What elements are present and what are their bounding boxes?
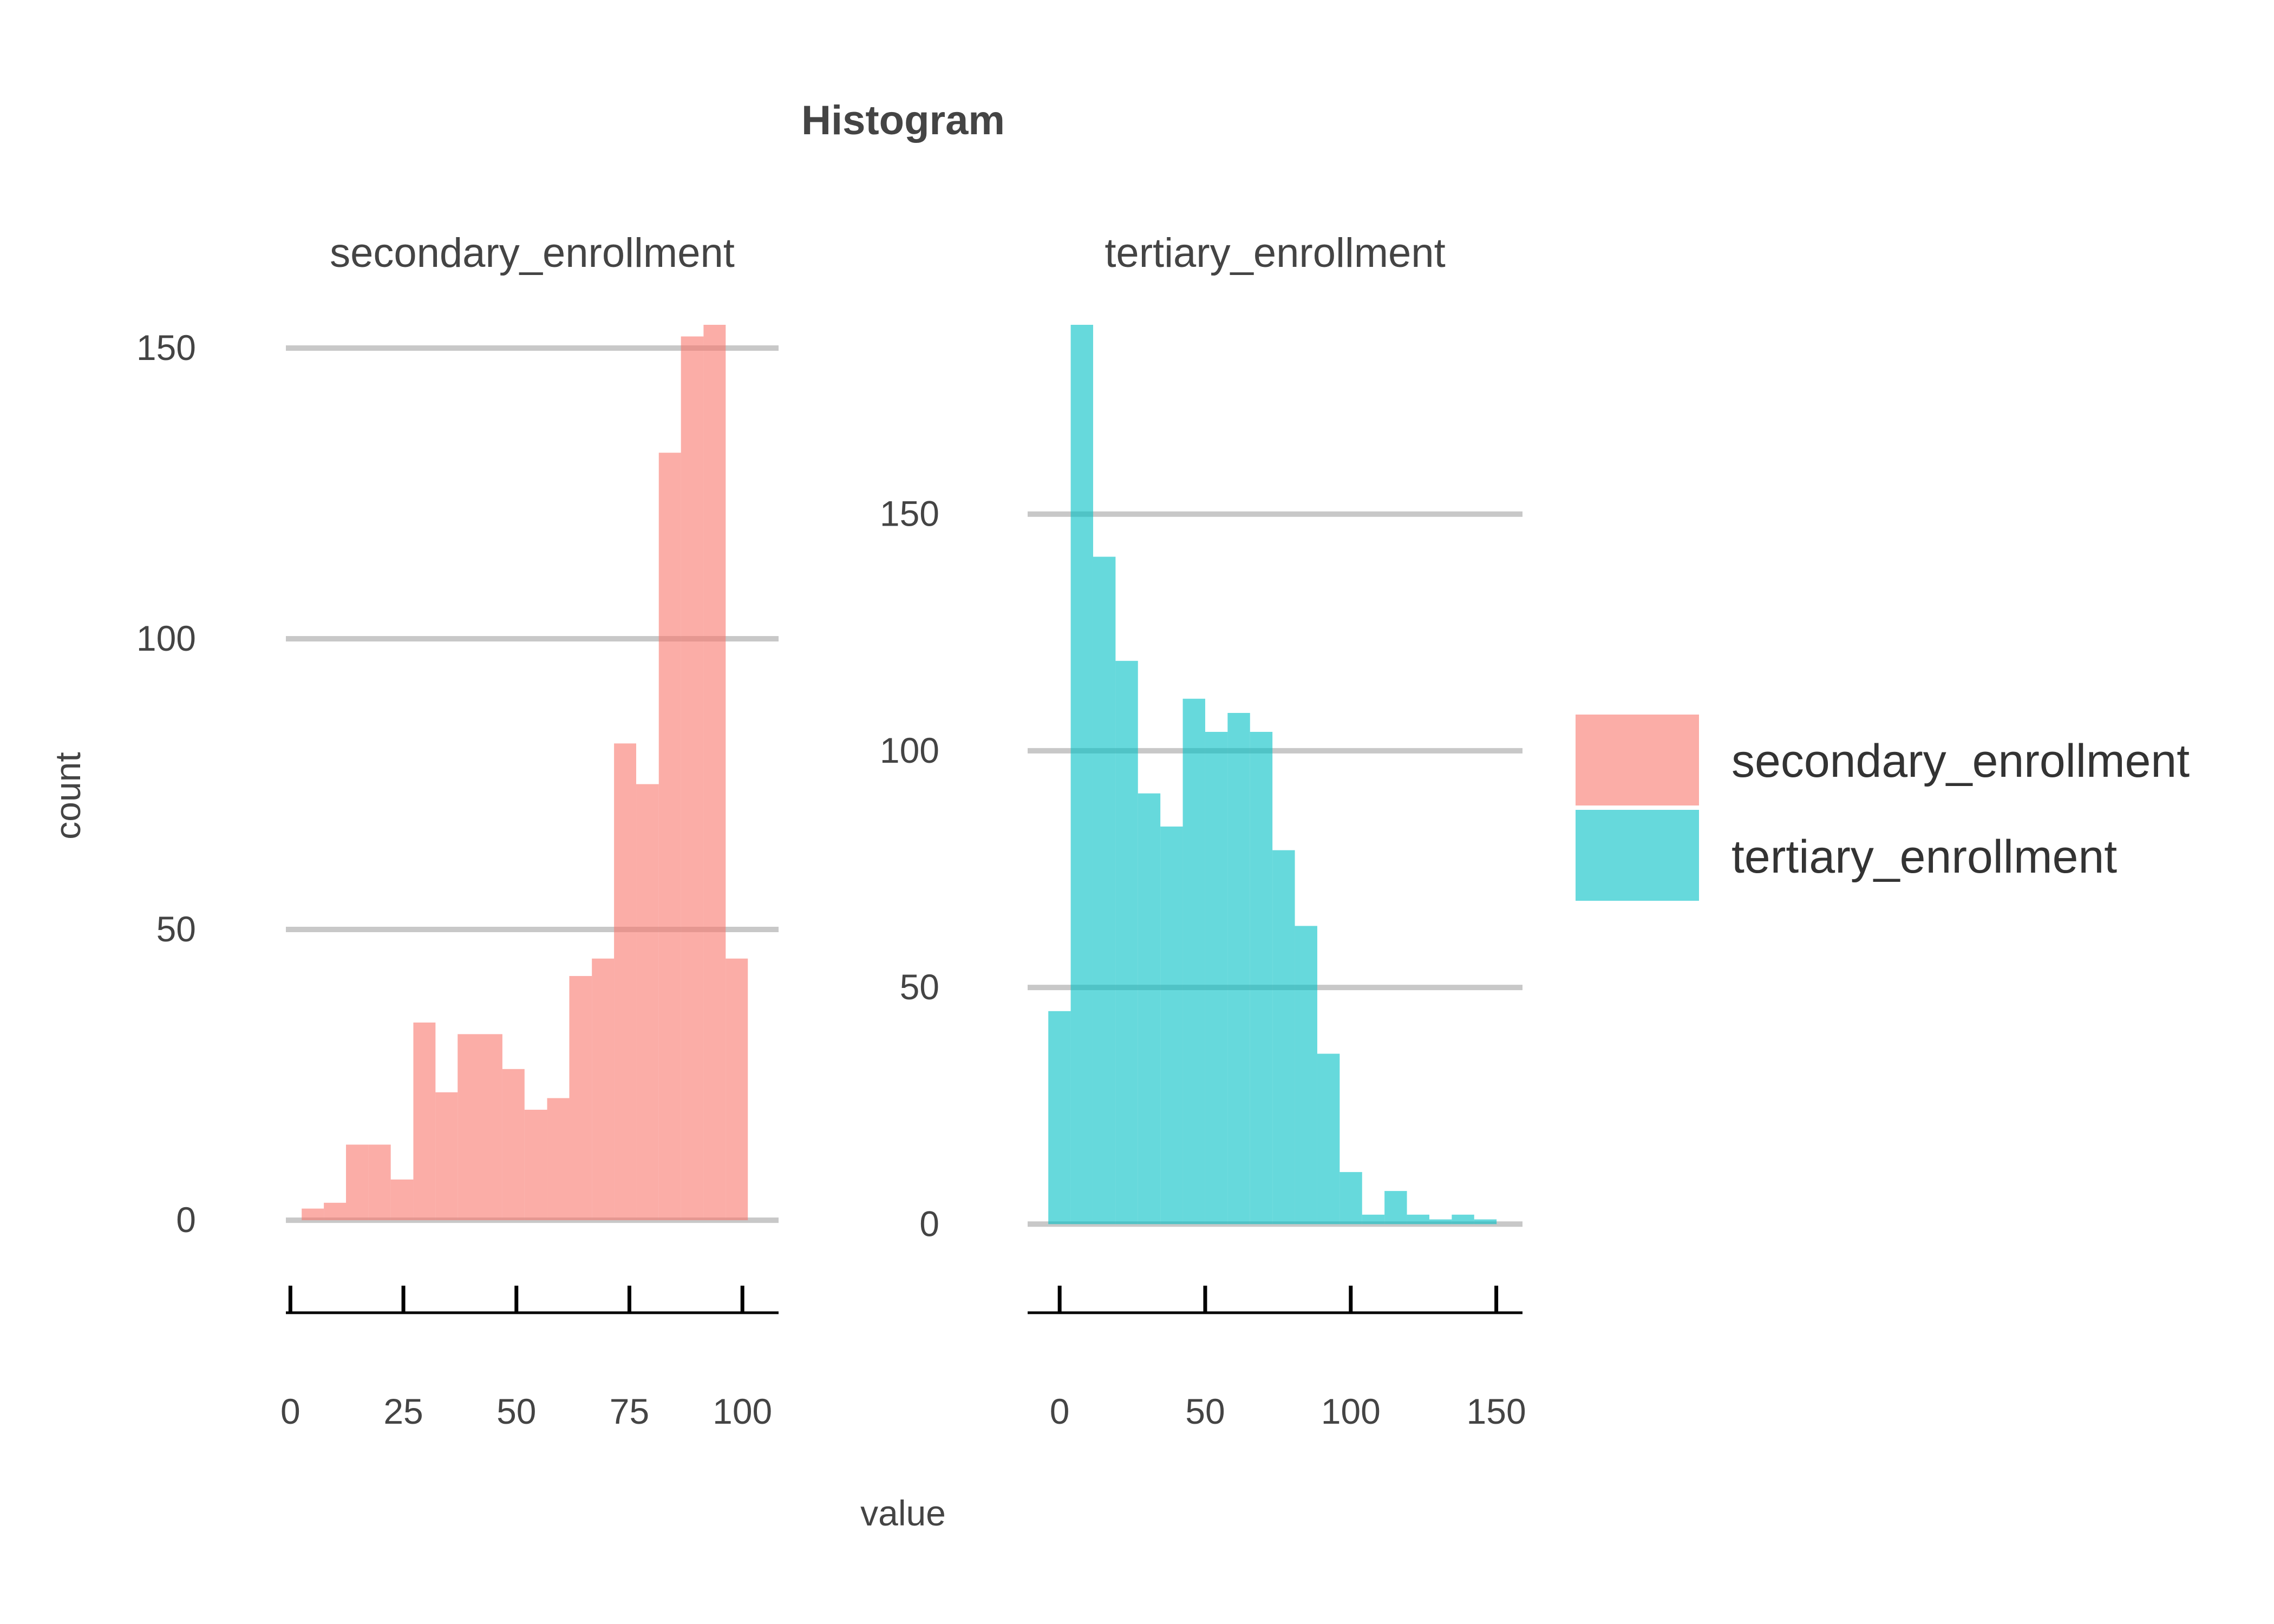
histogram-bar	[390, 1179, 414, 1221]
histogram-bar	[1070, 325, 1093, 1224]
histogram-bar	[435, 1092, 458, 1221]
y-tick-label: 150	[136, 328, 196, 368]
histogram-bar	[614, 743, 637, 1221]
histogram-bar	[658, 453, 681, 1221]
chart-title: Histogram	[801, 97, 1005, 143]
histogram-bar	[1205, 731, 1228, 1224]
histogram-bar	[681, 336, 704, 1221]
histogram-bar	[1384, 1191, 1407, 1224]
y-axis-title: count	[48, 752, 88, 839]
histogram-bar	[1227, 712, 1250, 1224]
panel-strip-secondary-enrollment: secondary_enrollment	[330, 230, 735, 276]
y-tick-label: 0	[176, 1200, 196, 1240]
legend-label-tertiary-enrollment: tertiary_enrollment	[1731, 831, 2117, 883]
histogram-bar	[636, 784, 659, 1221]
histogram-bar	[1339, 1172, 1362, 1224]
histogram-bar	[1407, 1214, 1429, 1224]
y-tick-label: 50	[900, 967, 939, 1007]
x-tick-label: 50	[1185, 1391, 1225, 1431]
y-tick-label: 100	[880, 730, 939, 770]
histogram-bar	[1160, 826, 1183, 1224]
histogram-bar	[1115, 660, 1138, 1224]
histogram-bar	[1362, 1214, 1385, 1224]
panel-secondary-enrollment: secondary_enrollment 0 25 50 75 100 0 50 100 15…	[136, 230, 779, 1431]
histogram-bar	[1295, 926, 1317, 1224]
y-tick-label: 50	[156, 909, 196, 949]
x-tick-label: 150	[1467, 1391, 1526, 1431]
y-tick-label: 0	[919, 1203, 939, 1243]
x-axis: 0 25 50 75 100	[280, 1286, 779, 1431]
histogram-bar	[458, 1034, 480, 1221]
histogram-bar	[569, 975, 592, 1221]
x-tick-label: 0	[280, 1391, 300, 1431]
legend: secondary_enrollment tertiary_enrollment	[1576, 715, 2190, 901]
x-tick-label: 50	[496, 1391, 536, 1431]
histogram-bar	[1317, 1053, 1340, 1224]
x-tick-label: 75	[610, 1391, 649, 1431]
x-tick-label: 0	[1050, 1391, 1070, 1431]
legend-label-secondary-enrollment: secondary_enrollment	[1731, 735, 2190, 787]
histogram-bar	[1429, 1219, 1452, 1224]
y-tick-label: 150	[880, 494, 939, 534]
x-axis: 0 50 100 150	[1028, 1286, 1526, 1431]
histogram-bar	[592, 958, 615, 1221]
histogram-bar	[703, 325, 726, 1221]
histogram-bar	[1250, 731, 1273, 1224]
histogram-bar	[1093, 556, 1116, 1224]
histogram-bar	[368, 1144, 391, 1221]
histogram-bar	[324, 1202, 347, 1221]
y-axis-labels: 0 50 100 150	[136, 328, 196, 1240]
y-tick-label: 100	[136, 618, 196, 658]
histogram-bar	[502, 1069, 525, 1221]
panel-tertiary-enrollment: tertiary_enrollment 0 50 100 150 0 50 100 150	[880, 230, 1526, 1431]
panel-strip-tertiary-enrollment: tertiary_enrollment	[1105, 230, 1445, 276]
histogram-bar	[346, 1144, 369, 1221]
histogram-bars	[302, 325, 748, 1221]
y-axis-labels: 0 50 100 150	[880, 494, 939, 1244]
histogram-bar	[1452, 1214, 1474, 1224]
histogram-bar	[413, 1022, 436, 1221]
x-tick-label: 100	[1321, 1391, 1381, 1431]
histogram-bar	[1474, 1219, 1497, 1224]
histogram-bars	[1048, 325, 1497, 1224]
histogram-bar	[524, 1110, 547, 1221]
legend-key-tertiary-enrollment	[1576, 810, 1699, 901]
histogram-bar	[1182, 698, 1205, 1224]
histogram-bar	[547, 1098, 570, 1221]
histogram-bar	[1138, 793, 1161, 1224]
histogram-bar	[1272, 850, 1295, 1224]
legend-key-secondary-enrollment	[1576, 715, 1699, 806]
x-axis-title: value	[860, 1493, 946, 1533]
histogram-bar	[480, 1034, 502, 1221]
histogram-bar	[1048, 1011, 1071, 1224]
x-tick-label: 25	[383, 1391, 423, 1431]
histogram-bar	[302, 1208, 324, 1221]
x-tick-label: 100	[713, 1391, 772, 1431]
histogram-bar	[726, 958, 748, 1221]
